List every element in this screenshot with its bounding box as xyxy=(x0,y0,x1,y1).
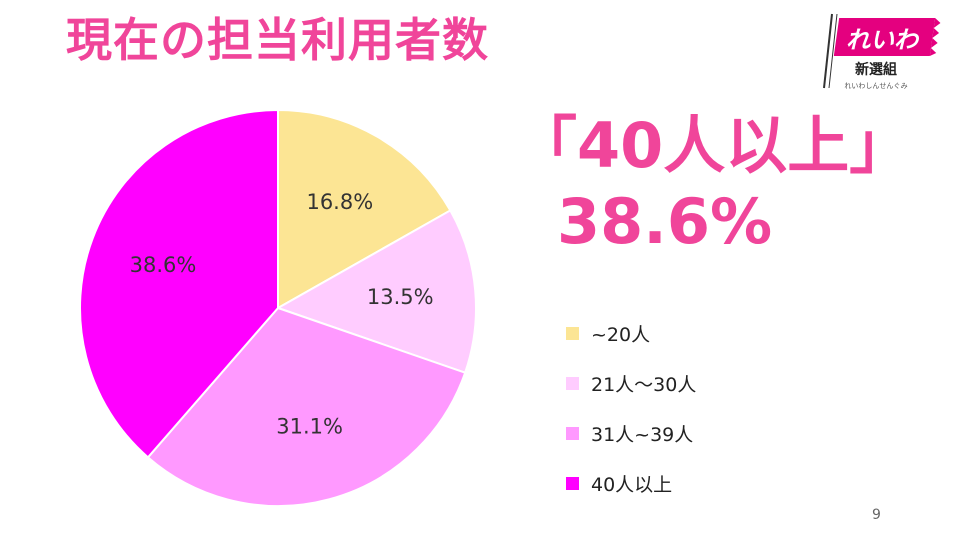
logo-small-text: れいわしんせんぐみ xyxy=(844,82,907,90)
legend-label-3: 40人以上 xyxy=(591,473,673,496)
pie-data-label-2: 31.1% xyxy=(276,415,343,439)
pie-data-label-0: 16.8% xyxy=(306,190,373,214)
pie-slice-2 xyxy=(146,306,467,507)
legend-swatch-3 xyxy=(566,476,579,490)
pie-chart: 16.8% 13.5% 31.1% 38.6% xyxy=(79,108,477,507)
chart-legend: ~20人 21人～30人 31人~39人 40人以上 xyxy=(566,308,696,508)
pie-slice-1 xyxy=(275,209,477,374)
legend-swatch-2 xyxy=(566,426,579,440)
legend-item-0: ~20人 xyxy=(566,308,696,358)
slide-title: 現在の担当利用者数 xyxy=(66,13,489,67)
legend-swatch-1 xyxy=(566,376,579,390)
highlight-callout: 「40人以上」 38.6% xyxy=(515,108,955,260)
reiwa-logo: れいわ 新選組 れいわしんせんぐみ xyxy=(823,13,941,90)
pie-slice-0 xyxy=(277,108,452,310)
logo-sub-text: 新選組 xyxy=(855,61,897,78)
legend-label-0: ~20人 xyxy=(591,323,651,346)
highlight-value: 38.6% xyxy=(557,185,773,258)
pie-data-label-1: 13.5% xyxy=(367,285,434,309)
logo-main-text: れいわ xyxy=(846,26,920,54)
legend-label-2: 31人~39人 xyxy=(591,423,694,446)
legend-swatch-0 xyxy=(566,326,579,340)
pie-slice-3 xyxy=(79,108,279,459)
page-number: 9 xyxy=(872,507,881,523)
legend-item-1: 21人～30人 xyxy=(566,358,696,408)
pie-data-label-3: 38.6% xyxy=(130,253,197,277)
legend-item-2: 31人~39人 xyxy=(566,408,696,458)
legend-label-1: 21人～30人 xyxy=(591,373,697,396)
legend-item-3: 40人以上 xyxy=(566,458,696,508)
highlight-label: 「40人以上」 xyxy=(515,109,912,182)
